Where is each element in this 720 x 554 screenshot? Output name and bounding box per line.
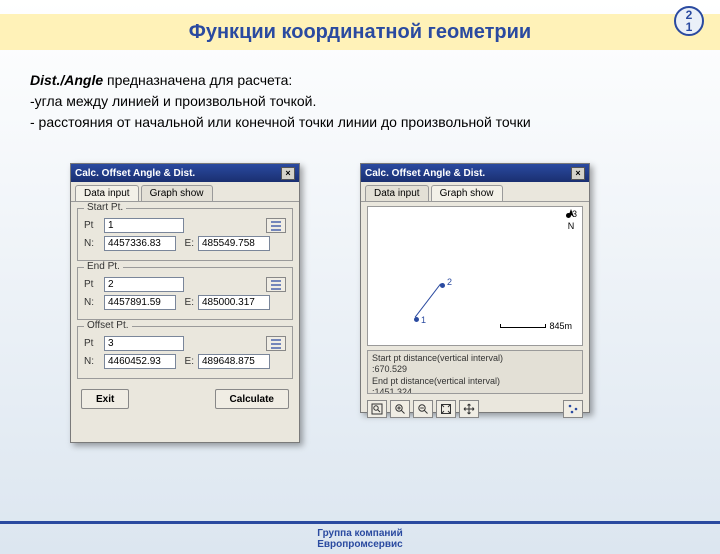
tab-data-input[interactable]: Data input (75, 185, 139, 201)
intro-line2: -угла между линией и произвольной точкой… (30, 91, 690, 112)
zoom-extents-icon[interactable] (436, 400, 456, 418)
exit-button[interactable]: Exit (81, 389, 129, 409)
point-2-label: 2 (447, 277, 452, 287)
input-end-pt[interactable]: 2 (104, 277, 184, 292)
list-button-start[interactable] (266, 218, 286, 233)
tab-graph-show[interactable]: Graph show (431, 185, 503, 201)
titlebar[interactable]: Calc. Offset Angle & Dist. × (361, 164, 589, 182)
zoom-window-icon[interactable] (367, 400, 387, 418)
footer-divider (0, 521, 720, 524)
graph-toolbar (361, 398, 589, 423)
tab-graph-show[interactable]: Graph show (141, 185, 213, 201)
legend-end: End Pt. (84, 261, 123, 272)
result-line: End pt distance(vertical interval) (372, 376, 578, 387)
tab-strip: Data input Graph show (361, 182, 589, 202)
footer-line2: Европромсервис (0, 539, 720, 550)
result-line: Start pt distance(vertical interval) (372, 353, 578, 364)
label-e: E: (180, 297, 194, 308)
toggle-points-icon[interactable] (563, 400, 583, 418)
legend-start: Start Pt. (84, 202, 126, 213)
group-offset-pt: Offset Pt. Pt 3 N: 4460452.93 E: 489648.… (77, 326, 293, 379)
close-button[interactable]: × (571, 167, 585, 180)
input-start-e[interactable]: 485549.758 (198, 236, 270, 251)
list-button-end[interactable] (266, 277, 286, 292)
input-start-n[interactable]: 4457336.83 (104, 236, 176, 251)
point-1-label: 1 (421, 315, 426, 325)
point-3-label: 3 (572, 209, 577, 219)
label-n: N: (84, 356, 100, 367)
label-n: N: (84, 238, 100, 249)
titlebar[interactable]: Calc. Offset Angle & Dist. × (71, 164, 299, 182)
tab-data-input[interactable]: Data input (365, 185, 429, 201)
tab-strip: Data input Graph show (71, 182, 299, 202)
point-3 (566, 213, 571, 218)
input-off-e[interactable]: 489648.875 (198, 354, 270, 369)
intro-line3: - расстояния от начальной или конечной т… (30, 112, 690, 133)
intro-text: Dist./Angle предназначена для расчета: -… (30, 70, 690, 133)
pan-icon[interactable] (459, 400, 479, 418)
intro-lead: Dist./Angle (30, 72, 103, 88)
zoom-in-icon[interactable] (390, 400, 410, 418)
input-off-n[interactable]: 4460452.93 (104, 354, 176, 369)
label-e: E: (180, 356, 194, 367)
titlebar-text: Calc. Offset Angle & Dist. (75, 168, 195, 179)
page-title: Функции координатной геометрии (189, 21, 531, 44)
result-line: :1451.324 (372, 387, 578, 394)
footer-text: Группа компаний Европромсервис (0, 528, 720, 550)
title-band: Функции координатной геометрии 2 1 (0, 14, 720, 50)
label-n: N: (84, 297, 100, 308)
label-pt: Pt (84, 338, 100, 349)
input-end-e[interactable]: 485000.317 (198, 295, 270, 310)
input-start-pt[interactable]: 1 (104, 218, 184, 233)
scale-label: 845m (549, 321, 572, 331)
point-2 (440, 283, 445, 288)
legend-offset: Offset Pt. (84, 320, 132, 331)
input-end-n[interactable]: 4457891.59 (104, 295, 176, 310)
dialog-data-input: Calc. Offset Angle & Dist. × Data input … (70, 163, 300, 443)
label-pt: Pt (84, 279, 100, 290)
graph-canvas[interactable]: N 1 2 3 845m (367, 206, 583, 346)
page-number-badge: 2 1 (674, 6, 704, 36)
scale-bar: 845m (500, 321, 572, 331)
intro-rest: предназначена для расчета: (103, 72, 292, 88)
close-button[interactable]: × (281, 167, 295, 180)
badge-bottom: 1 (686, 21, 693, 33)
footer-line1: Группа компаний (0, 528, 720, 539)
calculate-button[interactable]: Calculate (215, 389, 289, 409)
titlebar-text: Calc. Offset Angle & Dist. (365, 168, 485, 179)
result-line: :670.529 (372, 364, 578, 375)
group-start-pt: Start Pt. Pt 1 N: 4457336.83 E: 485549.7… (77, 208, 293, 261)
dialog-graph-show: Calc. Offset Angle & Dist. × Data input … (360, 163, 590, 413)
list-button-offset[interactable] (266, 336, 286, 351)
results-panel: Start pt distance(vertical interval) :67… (367, 350, 583, 394)
point-1 (414, 317, 419, 322)
label-e: E: (180, 238, 194, 249)
zoom-out-icon[interactable] (413, 400, 433, 418)
label-pt: Pt (84, 220, 100, 231)
input-off-pt[interactable]: 3 (104, 336, 184, 351)
group-end-pt: End Pt. Pt 2 N: 4457891.59 E: 485000.317 (77, 267, 293, 320)
